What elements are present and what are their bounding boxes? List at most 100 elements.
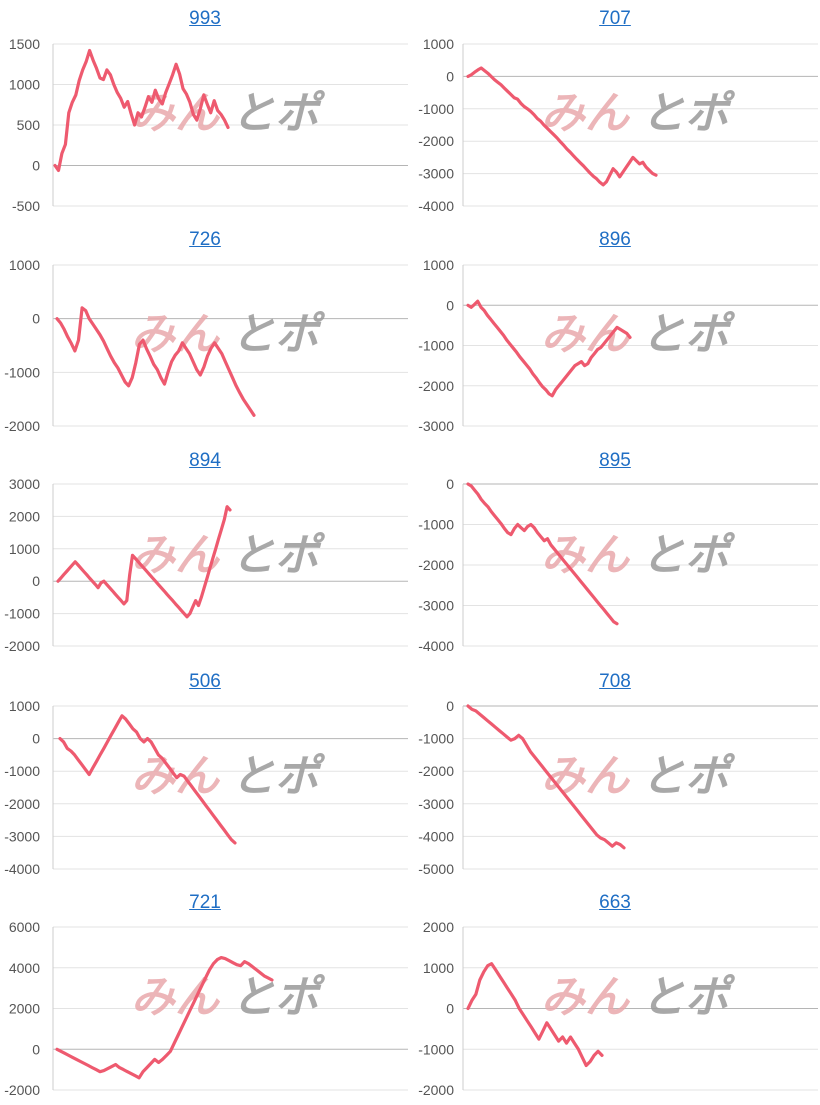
y-tick-label: -500 [12,198,40,214]
y-tick-label: -1000 [4,606,40,622]
y-tick-label: -3000 [418,796,454,812]
y-tick-label: 2000 [423,919,454,935]
chart-svg: 2000 1000 0 -1000 -2000 みん とポ [418,919,818,1098]
y-tick-label: 0 [446,1001,454,1017]
y-tick-label: -2000 [418,378,454,394]
chart-panel-707: 707 1000 0 -1000 -2000 -3000 -4000 みん とポ [410,0,820,221]
y-tick-label: 0 [32,1041,40,1057]
y-tick-label: -1000 [418,517,454,533]
watermark-text-part2: とポ [231,751,326,802]
watermark-text-part2: とポ [641,972,736,1023]
watermark-text-part2: とポ [231,309,326,360]
y-tick-label: -1000 [418,101,454,117]
y-tick-label: -4000 [4,861,40,877]
watermark-text-part2: とポ [641,309,736,360]
y-tick-label: 0 [32,311,40,327]
series-line [466,482,619,626]
chart-title-link[interactable]: 993 [189,8,221,29]
watermark-text-part2: とポ [641,751,736,802]
y-tick-label: -2000 [4,796,40,812]
y-tick-label: -3000 [4,828,40,844]
y-tick-label: 1000 [423,36,454,52]
watermark-text-part2: とポ [231,530,326,581]
chart-title-link[interactable]: 707 [599,8,631,29]
chart-svg: 0 -1000 -2000 -3000 -4000 -5000 みん とポ [418,698,818,877]
chart-panel-721: 721 6000 4000 2000 0 -2000 みん とポ [0,884,410,1105]
chart-panel-708: 708 0 -1000 -2000 -3000 -4000 -5000 みん とポ [410,663,820,884]
watermark-text-part1: みん [131,309,221,360]
series-line [466,962,604,1068]
y-tick-label: -4000 [418,198,454,214]
chart-panel-993: 993 1500 1000 500 0 -500 みん とポ [0,0,410,221]
chart-svg: 1000 0 -1000 -2000 -3000 みん とポ [418,257,818,434]
y-tick-label: -2000 [418,133,454,149]
y-tick-label: -2000 [4,638,40,654]
watermark-text-part1: みん [541,530,631,581]
watermark-text-part2: とポ [231,972,326,1023]
y-tick-label: 1000 [9,257,40,273]
y-tick-label: -2000 [4,418,40,434]
series-line [55,955,274,1080]
watermark-text-part2: とポ [641,88,736,139]
chart-title-link[interactable]: 506 [189,671,221,692]
chart-title-link[interactable]: 663 [599,892,631,913]
series-line [58,714,237,845]
chart-title-link[interactable]: 895 [599,450,631,471]
chart-panel-726: 726 1000 0 -1000 -2000 みん とポ [0,221,410,442]
watermark-text-part1: みん [131,88,221,139]
y-tick-label: 1000 [423,257,454,273]
y-tick-label: 2000 [9,1001,40,1017]
y-tick-label: -1000 [4,763,40,779]
y-tick-label: -4000 [418,828,454,844]
y-tick-label: 0 [446,698,454,714]
y-tick-label: -1000 [418,338,454,354]
y-tick-label: 6000 [9,919,40,935]
y-tick-label: 0 [32,731,40,747]
chart-svg: 6000 4000 2000 0 -2000 みん とポ [4,919,408,1098]
y-tick-label: 1000 [423,960,454,976]
y-tick-label: -2000 [418,763,454,779]
chart-svg: 0 -1000 -2000 -3000 -4000 みん とポ [418,476,818,654]
y-tick-label: -2000 [418,1082,454,1098]
chart-title-link[interactable]: 894 [189,450,221,471]
y-tick-label: -3000 [418,418,454,434]
y-tick-label: 0 [32,573,40,589]
y-tick-label: 0 [32,158,40,174]
watermark-text-part1: みん [131,972,221,1023]
y-tick-label: 1000 [9,698,40,714]
y-tick-label: 0 [446,476,454,492]
chart-panel-506: 506 1000 0 -1000 -2000 -3000 -4000 みん とポ [0,663,410,884]
chart-title-link[interactable]: 721 [189,892,221,913]
y-tick-label: 2000 [9,508,40,524]
watermark-text-part1: みん [541,88,631,139]
series-line [53,48,230,172]
series-line [55,306,256,417]
series-line [466,704,626,850]
series-line [466,66,658,187]
y-tick-label: -4000 [418,638,454,654]
chart-title-link[interactable]: 708 [599,671,631,692]
watermark-text-part1: みん [541,309,631,360]
series-line [56,505,232,619]
y-tick-label: -1000 [418,1041,454,1057]
y-tick-label: 0 [446,68,454,84]
watermark-text-part1: みん [541,751,631,802]
y-tick-label: 1000 [9,541,40,557]
chart-title-link[interactable]: 896 [599,229,631,250]
chart-svg: 1000 0 -1000 -2000 みん とポ [4,257,408,434]
watermark-text-part2: とポ [231,88,326,139]
watermark-text-part1: みん [541,972,631,1023]
chart-panel-895: 895 0 -1000 -2000 -3000 -4000 みん とポ [410,442,820,663]
y-tick-label: 1500 [9,36,40,52]
chart-title-link[interactable]: 726 [189,229,221,250]
y-tick-label: -3000 [418,598,454,614]
y-tick-label: -2000 [418,557,454,573]
y-tick-label: 1000 [9,77,40,93]
y-tick-label: 500 [17,117,41,133]
y-tick-label: -1000 [418,731,454,747]
y-tick-label: 4000 [9,960,40,976]
y-tick-label: -1000 [4,364,40,380]
